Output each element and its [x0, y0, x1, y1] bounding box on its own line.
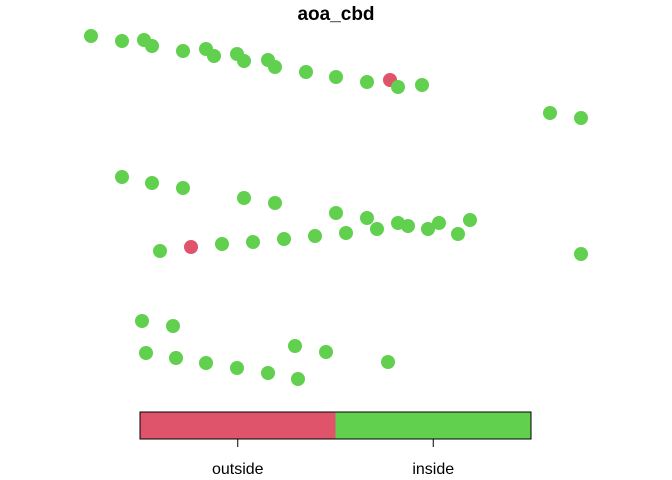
- legend-swatch-inside: [335, 412, 531, 439]
- point-inside-23: [329, 206, 343, 220]
- point-inside-16: [543, 106, 557, 120]
- legend-swatch-outside: [140, 412, 336, 439]
- point-inside-1: [115, 34, 129, 48]
- point-inside-46: [291, 372, 305, 386]
- point-inside-24: [360, 211, 374, 225]
- point-inside-36: [215, 237, 229, 251]
- point-inside-38: [574, 247, 588, 261]
- point-inside-31: [370, 222, 384, 236]
- point-inside-35: [246, 235, 260, 249]
- data-points: [84, 29, 588, 386]
- point-inside-3: [145, 39, 159, 53]
- point-inside-20: [176, 181, 190, 195]
- point-inside-15: [415, 78, 429, 92]
- point-inside-34: [277, 232, 291, 246]
- point-inside-13: [360, 75, 374, 89]
- point-inside-21: [237, 191, 251, 205]
- point-inside-14: [391, 80, 405, 94]
- point-inside-42: [169, 351, 183, 365]
- point-inside-22: [268, 196, 282, 210]
- point-inside-39: [135, 314, 149, 328]
- point-inside-6: [207, 49, 221, 63]
- point-inside-37: [153, 244, 167, 258]
- legend-border: [139, 411, 532, 440]
- point-inside-0: [84, 29, 98, 43]
- point-inside-28: [463, 213, 477, 227]
- point-inside-32: [339, 226, 353, 240]
- point-inside-26: [401, 219, 415, 233]
- point-inside-49: [381, 355, 395, 369]
- legend-label-inside: inside: [412, 461, 454, 478]
- chart-title: aoa_cbd: [297, 4, 374, 25]
- point-inside-11: [299, 65, 313, 79]
- point-outside-1: [184, 240, 198, 254]
- point-inside-47: [288, 339, 302, 353]
- point-inside-12: [329, 70, 343, 84]
- point-inside-17: [574, 111, 588, 125]
- point-inside-10: [268, 60, 282, 74]
- legend-colorbar: outside inside: [139, 411, 532, 478]
- point-inside-8: [237, 54, 251, 68]
- point-inside-4: [176, 44, 190, 58]
- point-inside-29: [421, 222, 435, 236]
- point-inside-40: [166, 319, 180, 333]
- point-inside-43: [199, 356, 213, 370]
- point-inside-48: [319, 345, 333, 359]
- point-inside-45: [261, 366, 275, 380]
- point-inside-33: [308, 229, 322, 243]
- point-inside-44: [230, 361, 244, 375]
- point-inside-18: [115, 170, 129, 184]
- legend-label-outside: outside: [212, 461, 264, 478]
- point-inside-41: [139, 346, 153, 360]
- point-inside-27: [432, 216, 446, 230]
- point-inside-30: [451, 227, 465, 241]
- point-inside-19: [145, 176, 159, 190]
